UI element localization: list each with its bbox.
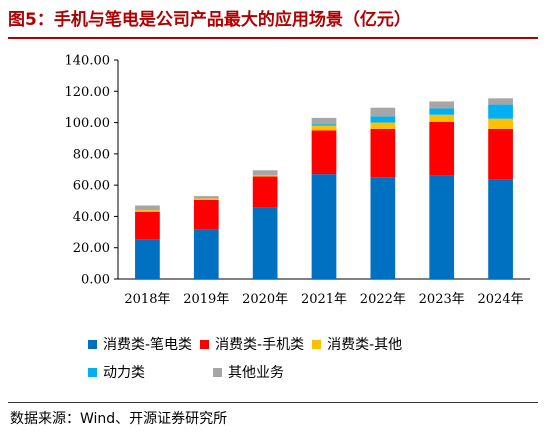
bar-segment — [311, 130, 337, 175]
bar-segment — [488, 118, 513, 129]
bars-group — [135, 98, 513, 279]
bar-segment — [135, 211, 160, 240]
bar-segment — [311, 125, 337, 131]
bar-segment — [429, 108, 455, 115]
x-tick-label: 2020年 — [242, 292, 288, 307]
bar-segment — [193, 196, 219, 199]
legend-label: 消费类-笔电类 — [103, 337, 193, 353]
x-tick-label: 2021年 — [301, 292, 347, 307]
y-tick-label: 120.00 — [65, 85, 111, 100]
x-tick-label: 2018年 — [124, 292, 170, 307]
y-tick-label: 20.00 — [73, 241, 110, 256]
bar-segment — [311, 117, 337, 125]
legend-swatch — [213, 367, 222, 377]
legend-item-laptop: 消费类-笔电类 — [88, 334, 192, 354]
bar-segment — [193, 200, 219, 230]
bar-segment — [429, 114, 455, 122]
source-rule — [8, 402, 538, 403]
bar-segment — [370, 116, 396, 123]
bar-segment — [193, 198, 219, 201]
bar-segment — [488, 179, 513, 279]
legend-swatch — [88, 367, 97, 377]
legend-row: 动力类 其他业务 — [88, 358, 488, 386]
bar-segment — [370, 122, 396, 129]
legend-row: 消费类-笔电类 消费类-手机类 消费类-其他 — [88, 330, 488, 358]
x-axis-ticks: 2018年 2019年 2020年 2021年 2022年 2023年 2024年 — [124, 292, 523, 307]
y-tick-label: 140.00 — [65, 54, 111, 69]
bar-segment — [370, 177, 396, 279]
legend-item-other-business: 其他业务 — [213, 362, 284, 382]
bar-segment — [252, 176, 278, 208]
stacked-bar-chart: 0.00 20.00 40.00 60.00 80.00 100.00 120.00 140.… — [65, 54, 530, 307]
bar-segment — [252, 174, 278, 177]
x-tick-label: 2024年 — [478, 292, 524, 307]
legend-swatch — [312, 339, 322, 349]
title-rule — [8, 37, 538, 39]
legend-swatch — [88, 339, 97, 349]
legend-item-power: 动力类 — [88, 362, 145, 382]
bar-segment — [488, 128, 513, 180]
legend-label: 动力类 — [103, 365, 145, 381]
bar-segment — [488, 104, 513, 119]
legend-label: 消费类-手机类 — [215, 337, 305, 353]
y-tick-label: 60.00 — [73, 179, 110, 194]
legend-item-consumer-other: 消费类-其他 — [312, 334, 402, 354]
legend-swatch — [200, 339, 210, 349]
source-note: 数据来源：Wind、开源证券研究所 — [10, 411, 228, 427]
legend-label: 消费类-其他 — [327, 337, 403, 353]
bar-segment — [370, 128, 396, 178]
legend-label: 其他业务 — [228, 365, 284, 381]
bar-segment — [370, 107, 396, 117]
x-tick-label: 2019年 — [183, 292, 229, 307]
bar-segment — [429, 101, 455, 109]
legend-item-phone: 消费类-手机类 — [200, 334, 304, 354]
bar-segment — [135, 205, 160, 211]
legend: 消费类-笔电类 消费类-手机类 消费类-其他 动力类 其他业务 — [88, 330, 488, 386]
y-axis-ticks: 0.00 20.00 40.00 60.00 80.00 100.00 120.00 140.… — [65, 54, 118, 288]
bar-segment — [135, 210, 160, 212]
bar-segment — [193, 229, 219, 279]
x-tick-label: 2022年 — [360, 292, 406, 307]
bar-segment — [135, 239, 160, 279]
y-tick-label: 0.00 — [81, 273, 110, 288]
y-tick-label: 80.00 — [73, 147, 110, 162]
bar-segment — [311, 174, 337, 279]
x-tick-label: 2023年 — [419, 292, 465, 307]
bar-segment — [252, 170, 278, 175]
bar-segment — [429, 175, 455, 279]
bar-segment — [488, 98, 513, 105]
bar-segment — [429, 121, 455, 176]
figure-title: 图5：手机与笔电是公司产品最大的应用场景（亿元） — [8, 10, 411, 30]
y-tick-label: 40.00 — [73, 210, 110, 225]
bar-segment — [252, 207, 278, 279]
bar-segment — [311, 124, 337, 126]
y-tick-label: 100.00 — [65, 116, 111, 131]
